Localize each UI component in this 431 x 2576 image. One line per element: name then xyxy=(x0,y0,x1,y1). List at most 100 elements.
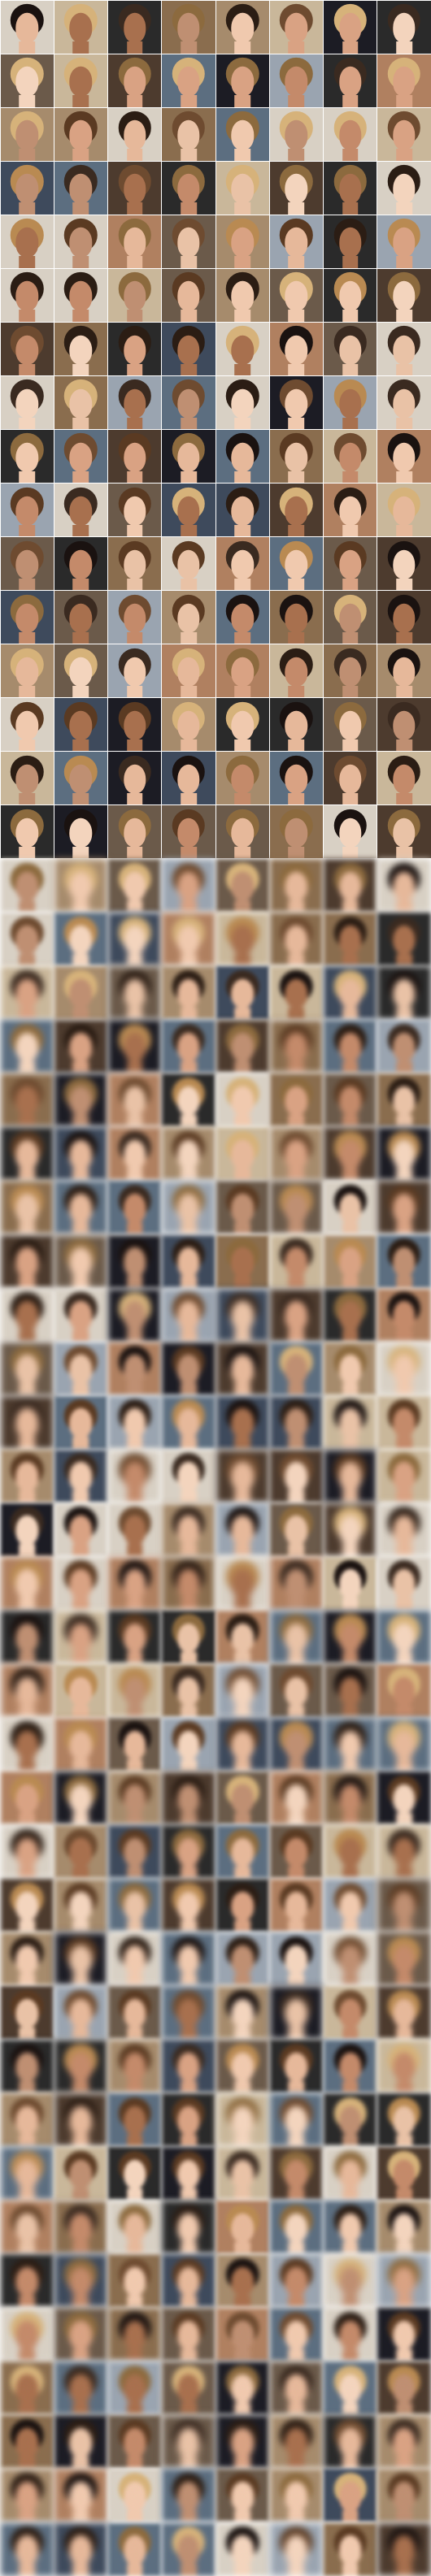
neck-shape xyxy=(181,578,197,590)
neck-shape xyxy=(126,1866,143,1878)
generated-face-tile xyxy=(162,1181,216,1234)
face-shape xyxy=(393,388,416,418)
face-shape xyxy=(338,2481,362,2512)
real-face-tile xyxy=(162,591,216,644)
face-shape xyxy=(338,1623,362,1653)
neck-shape xyxy=(234,1222,250,1234)
face-shape xyxy=(393,1462,416,1492)
generated-face-tile xyxy=(324,1771,377,1824)
neck-shape xyxy=(19,1973,35,1985)
face-shape xyxy=(123,1623,146,1653)
neck-shape xyxy=(19,95,35,107)
generated-face-tile xyxy=(377,2522,431,2576)
real-face-tile xyxy=(162,268,216,322)
neck-shape xyxy=(342,953,359,966)
face-shape xyxy=(15,1837,38,1867)
face-shape xyxy=(69,1676,93,1706)
generated-face-tile xyxy=(54,2093,108,2147)
neck-shape xyxy=(72,953,89,966)
neck-shape xyxy=(19,41,35,54)
neck-shape xyxy=(126,2188,143,2201)
face-shape xyxy=(123,281,146,311)
neck-shape xyxy=(234,256,250,268)
neck-shape xyxy=(234,1812,250,1824)
face-shape xyxy=(338,13,362,43)
neck-shape xyxy=(396,202,412,215)
face-shape xyxy=(123,496,146,526)
real-face-tile xyxy=(162,536,216,590)
neck-shape xyxy=(72,1115,89,1127)
neck-shape xyxy=(234,1061,250,1073)
face-shape xyxy=(231,388,254,418)
face-shape xyxy=(69,925,93,956)
generated-face-tile xyxy=(0,1771,54,1824)
face-shape xyxy=(69,1193,93,1224)
neck-shape xyxy=(72,256,89,268)
neck-shape xyxy=(234,1490,250,1503)
neck-shape xyxy=(234,2296,250,2308)
face-shape xyxy=(123,2535,146,2565)
face-shape xyxy=(15,1086,38,1117)
neck-shape xyxy=(19,1598,35,1610)
neck-shape xyxy=(288,2027,305,2039)
generated-face-tile xyxy=(54,1127,108,1181)
neck-shape xyxy=(126,1490,143,1503)
neck-shape xyxy=(126,524,143,536)
face-shape xyxy=(177,388,200,418)
neck-shape xyxy=(126,2403,143,2415)
face-shape xyxy=(177,228,200,258)
generated-face-tile xyxy=(54,913,108,966)
face-shape xyxy=(15,442,38,472)
face-shape xyxy=(177,2213,200,2244)
face-shape xyxy=(285,1569,308,1599)
neck-shape xyxy=(72,2296,89,2308)
generated-face-tile xyxy=(162,1127,216,1181)
real-face-tile xyxy=(269,483,324,536)
neck-shape xyxy=(288,2403,305,2415)
face-shape xyxy=(69,120,93,150)
face-shape xyxy=(338,978,362,1009)
neck-shape xyxy=(342,685,359,697)
neck-shape xyxy=(342,1329,359,1342)
neck-shape xyxy=(181,1490,197,1503)
generated-face-tile xyxy=(269,1556,324,1610)
generated-face-tile xyxy=(108,1181,162,1234)
neck-shape xyxy=(72,2134,89,2147)
face-shape xyxy=(285,120,308,150)
generated-face-tile xyxy=(216,2254,269,2308)
generated-face-tile xyxy=(377,2093,431,2147)
neck-shape xyxy=(288,2510,305,2522)
neck-shape xyxy=(288,1759,305,1771)
face-shape xyxy=(393,228,416,258)
face-shape xyxy=(393,1569,416,1599)
neck-shape xyxy=(234,1973,250,1985)
generated-face-tile xyxy=(162,2093,216,2147)
face-shape xyxy=(285,2052,308,2083)
generated-face-tile xyxy=(108,1073,162,1127)
neck-shape xyxy=(181,1276,197,1288)
face-shape xyxy=(338,228,362,258)
face-shape xyxy=(15,657,38,687)
neck-shape xyxy=(288,256,305,268)
face-shape xyxy=(285,2213,308,2244)
neck-shape xyxy=(126,1812,143,1824)
generated-face-tile xyxy=(108,1824,162,1878)
neck-shape xyxy=(342,2188,359,2201)
real-face-tile xyxy=(108,536,162,590)
real-face-tile xyxy=(377,0,431,54)
neck-shape xyxy=(126,1329,143,1342)
neck-shape xyxy=(234,149,250,161)
generated-face-tile xyxy=(216,1663,269,1717)
neck-shape xyxy=(288,1919,305,1932)
generated-face-tile xyxy=(108,2201,162,2254)
face-shape xyxy=(15,710,38,740)
generated-face-tile xyxy=(162,1771,216,1824)
generated-face-tile xyxy=(108,1020,162,1073)
face-shape xyxy=(231,228,254,258)
generated-face-tile xyxy=(54,2361,108,2415)
neck-shape xyxy=(342,41,359,54)
neck-shape xyxy=(396,578,412,590)
real-face-tile xyxy=(162,429,216,483)
neck-shape xyxy=(342,631,359,644)
generated-face-tile xyxy=(54,1449,108,1503)
